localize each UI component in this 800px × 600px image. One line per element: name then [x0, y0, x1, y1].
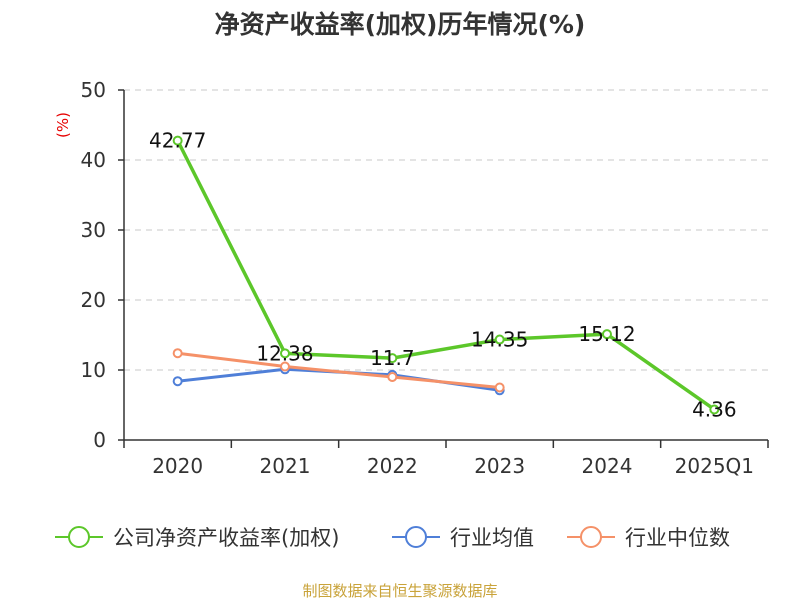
grid-lines	[124, 89, 768, 371]
data-label: 11.7	[370, 346, 415, 370]
x-tick-label: 2023	[474, 454, 525, 478]
x-tick-label: 2022	[367, 454, 418, 478]
legend-label: 行业中位数	[625, 526, 730, 550]
y-tick-label: 20	[81, 288, 106, 312]
axes: 0 10 20 30 40 50 2020 2021 2022 2023 2024 2025Q1	[81, 78, 769, 478]
series-layer	[172, 135, 720, 415]
data-point[interactable]	[172, 135, 183, 146]
legend-marker	[580, 526, 602, 548]
legend-item[interactable]: 公司净资产收益率(加权)	[55, 526, 339, 550]
data-label: 12.38	[256, 341, 313, 365]
y-tick-label: 30	[81, 218, 106, 242]
series-line	[176, 139, 716, 411]
legend-item[interactable]: 行业中位数	[567, 526, 730, 550]
x-tick-label: 2024	[582, 454, 633, 478]
legend: 公司净资产收益率(加权) 行业均值 行业中位数	[55, 526, 730, 550]
x-tick-label: 2021	[260, 454, 311, 478]
data-label: 42.77	[149, 129, 206, 153]
x-tick-label: 2020	[152, 454, 203, 478]
source-note: 制图数据来自恒生聚源数据库	[302, 582, 497, 600]
data-label: 15.12	[578, 322, 635, 346]
y-tick-label: 10	[81, 358, 106, 382]
data-label: 14.35	[471, 328, 528, 352]
data-point[interactable]	[172, 348, 183, 359]
legend-marker	[405, 526, 427, 548]
data-point[interactable]	[494, 382, 505, 393]
legend-marker	[68, 526, 90, 548]
legend-label: 公司净资产收益率(加权)	[113, 526, 339, 550]
y-tick-label: 0	[93, 428, 106, 452]
y-tick-label: 40	[81, 148, 106, 172]
data-point[interactable]	[494, 334, 505, 345]
data-label: 4.36	[692, 397, 737, 421]
data-point[interactable]	[280, 348, 290, 359]
legend-label: 行业均值	[450, 526, 534, 550]
chart-title: 净资产收益率(加权)历年情况(%)	[215, 10, 586, 39]
y-tick-label: 50	[81, 78, 106, 102]
data-point[interactable]	[709, 404, 720, 415]
x-tick-label: 2025Q1	[675, 454, 754, 478]
data-point[interactable]	[387, 372, 398, 382]
y-axis-label: (%)	[54, 112, 72, 138]
series-line	[177, 351, 500, 389]
data-point[interactable]	[172, 376, 183, 387]
legend-item[interactable]: 行业均值	[392, 526, 534, 550]
data-labels: 42.77 12.38 11.7 14.35 15.12 4.36	[149, 129, 737, 422]
data-point[interactable]	[387, 353, 398, 364]
data-point[interactable]	[280, 361, 290, 372]
data-point[interactable]	[602, 329, 612, 340]
